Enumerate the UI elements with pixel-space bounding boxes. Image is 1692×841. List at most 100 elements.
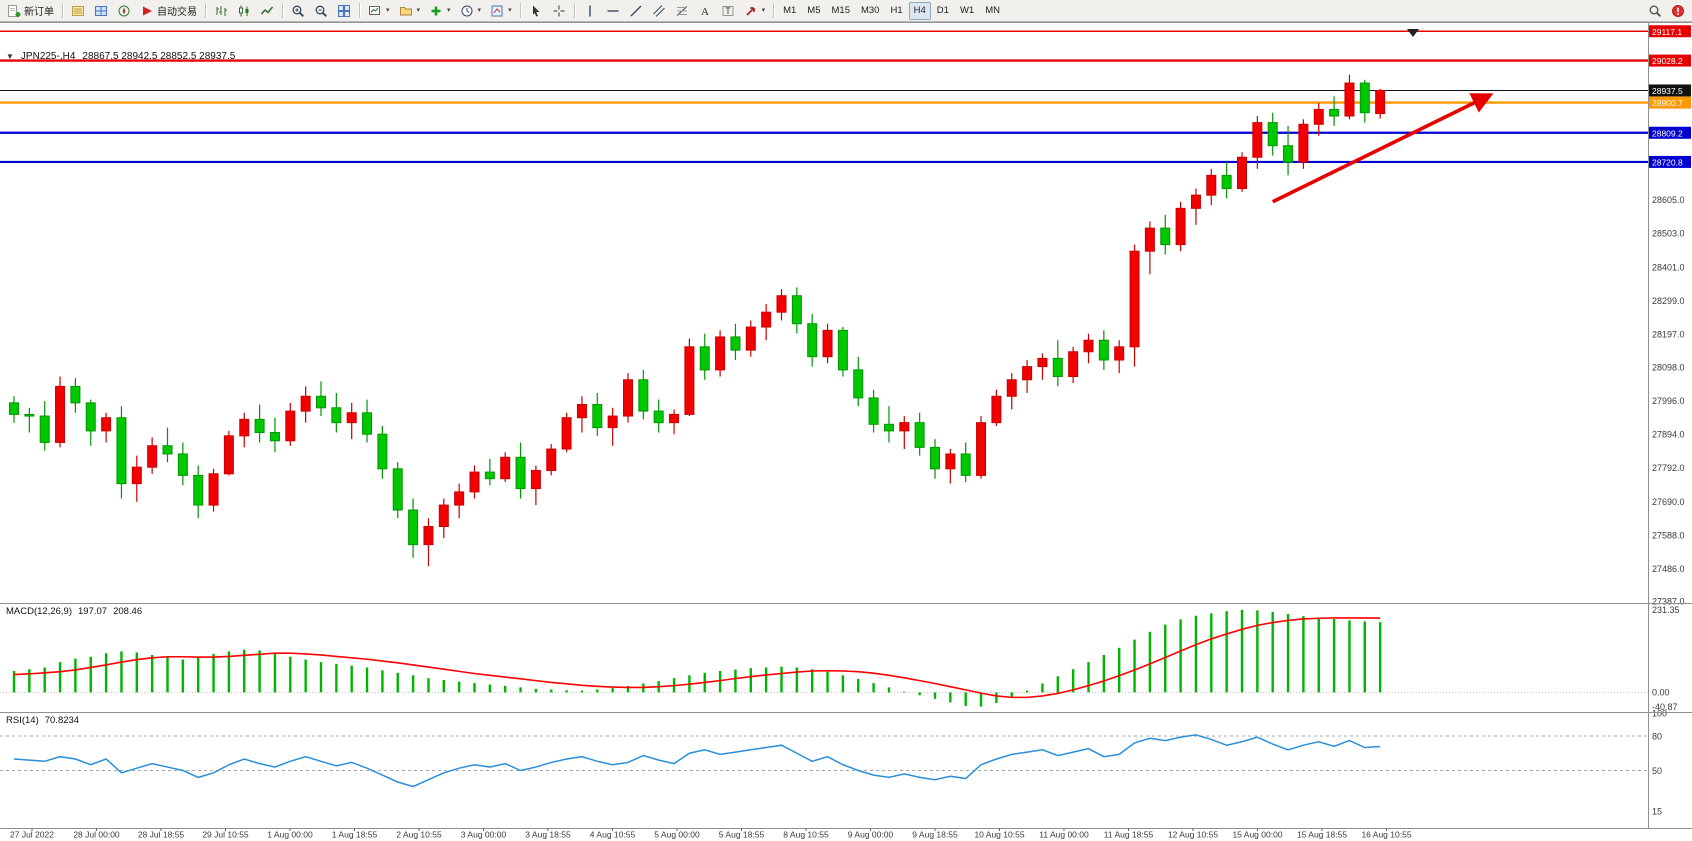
price-line-label-box [1649, 96, 1691, 109]
price-tick-label: 27387.0 [1652, 597, 1685, 607]
fibonacci-button[interactable] [671, 1, 693, 20]
candle-body [761, 311, 772, 328]
periods-button[interactable]: ▾ [456, 1, 486, 20]
candle-body [484, 471, 495, 480]
zoom-in-button[interactable] [287, 1, 309, 20]
line-chart-button[interactable] [256, 1, 278, 20]
candle-body [745, 326, 756, 351]
rsi-line [13, 734, 1381, 788]
candle-body [469, 471, 480, 493]
navigator-button[interactable] [113, 1, 135, 20]
line-chart-icon [260, 6, 274, 14]
data-window-button[interactable] [90, 1, 112, 20]
horizontal-line-icon [607, 9, 619, 12]
timeframe-m15-button[interactable]: M15 [827, 2, 855, 20]
candle-body [868, 397, 879, 425]
time-axis[interactable]: 27 Jul 2022 28 Jul 00:00 28 Jul 18:55 29 Ju… [10, 828, 1412, 840]
candle-body [699, 346, 710, 371]
channel-button[interactable] [648, 1, 670, 20]
candle-body [561, 417, 572, 450]
timeframe-m1-button[interactable]: M1 [778, 2, 801, 20]
indicators-button[interactable]: ▾ [425, 1, 455, 20]
candle-body [837, 329, 848, 371]
templates-icon [491, 5, 503, 16]
trend-arrow[interactable] [1271, 93, 1494, 204]
search-icon [1649, 5, 1662, 17]
macd-axis-label: 0.00 [1652, 687, 1670, 697]
svg-text:A: A [701, 6, 709, 18]
symbol-dropdown-icon[interactable]: ▼ [6, 51, 14, 61]
ohlc-values: 28867.5 28942.5 28852.5 28937.5 [82, 51, 236, 62]
market-watch-button[interactable] [67, 1, 89, 20]
candle-body [1006, 379, 1017, 397]
chevron-down-icon: ▾ [477, 7, 482, 14]
rsi-pane-title: RSI(14) 70.8234 [6, 715, 79, 726]
trendline-button[interactable] [625, 1, 647, 20]
timeframe-h4-button[interactable]: H4 [908, 1, 931, 20]
time-label: 5 Aug 00:00 [654, 830, 700, 840]
candle-body [1144, 227, 1155, 252]
zoom-out-button[interactable] [310, 1, 332, 20]
fibonacci-icon [676, 5, 687, 16]
notifications-button[interactable] [1667, 1, 1689, 20]
time-label: 9 Aug 00:00 [848, 830, 894, 840]
chevron-down-icon: ▾ [761, 7, 766, 14]
macd-axis-label: 231.35 [1652, 605, 1680, 615]
new-order-button[interactable]: 新订单 [3, 1, 58, 20]
timeframe-mn-button[interactable]: MN [980, 2, 1005, 20]
price-tick-label: 27894.0 [1652, 430, 1685, 440]
templates-button[interactable]: ▾ [486, 1, 516, 20]
price-line-label: 28809.2 [1652, 128, 1683, 138]
tile-windows-button[interactable] [333, 1, 355, 20]
cursor-button[interactable] [525, 1, 547, 20]
rsi-title-label: RSI(14) [6, 715, 39, 726]
text-button[interactable]: A [694, 1, 716, 20]
navigator-icon [118, 5, 130, 16]
vertical-line-button[interactable] [579, 1, 601, 20]
price-line-label: 28937.5 [1652, 86, 1683, 96]
timeframe-d1-button[interactable]: D1 [932, 2, 954, 20]
horizontal-line-button[interactable] [602, 1, 624, 20]
arrows-button[interactable]: ▾ [740, 1, 770, 20]
chart-symbol-title: ▼ JPN225-,H4 28867.5 28942.5 28852.5 289… [6, 51, 235, 62]
bars-chart-button[interactable] [210, 1, 232, 20]
candle-body [1237, 156, 1247, 190]
candles-layer [9, 74, 1386, 567]
price-tick-label: 28503.0 [1652, 229, 1685, 239]
candle-body [515, 456, 526, 490]
candle-body [1052, 357, 1063, 377]
candle-body [592, 404, 603, 429]
chart-window: 231.35 0.00 -40.87 100 80 50 15 28605.0 28503.0 2… [0, 22, 1692, 841]
candlestick-chart-button[interactable] [233, 1, 255, 20]
time-label: 8 Aug 10:55 [783, 830, 829, 840]
candle-body [131, 466, 142, 485]
timeframe-w1-button[interactable]: W1 [955, 2, 979, 20]
timeframe-m5-button[interactable]: M5 [802, 2, 825, 20]
chart-canvas[interactable]: 231.350.00-40.8710080501528605.028503.02… [0, 22, 1692, 841]
label-button[interactable]: T [717, 1, 739, 20]
profiles-button[interactable]: ▾ [395, 1, 425, 20]
candle-body [1206, 174, 1217, 196]
candle-body [1313, 108, 1324, 125]
candle-body [392, 468, 403, 511]
indicators-icon [431, 6, 441, 15]
new-chart-button[interactable]: ▾ [364, 1, 394, 20]
time-label: 3 Aug 18:55 [525, 830, 571, 840]
timeframe-h1-button[interactable]: H1 [885, 2, 907, 20]
price-line-label: 28720.8 [1652, 157, 1683, 167]
time-label: 11 Aug 00:00 [1039, 830, 1089, 840]
time-label: 28 Jul 00:00 [73, 830, 120, 840]
candle-body [945, 453, 956, 470]
search-button[interactable] [1644, 1, 1666, 20]
timeframe-m30-button[interactable]: M30 [856, 2, 884, 20]
candle-body [1190, 194, 1201, 209]
price-axis[interactable]: 28605.0 28503.0 28401.0 28299.0 28197.0 28098… [1649, 25, 1691, 607]
candle-body [669, 413, 680, 424]
crosshair-button[interactable] [548, 1, 570, 20]
candle-body [300, 395, 311, 412]
chart-shift-marker[interactable] [1407, 29, 1419, 37]
candle-body [914, 422, 925, 448]
rsi-axis-label: 100 [1652, 709, 1667, 719]
auto-trading-button[interactable]: 自动交易 [136, 1, 201, 20]
candle-body [576, 404, 587, 419]
